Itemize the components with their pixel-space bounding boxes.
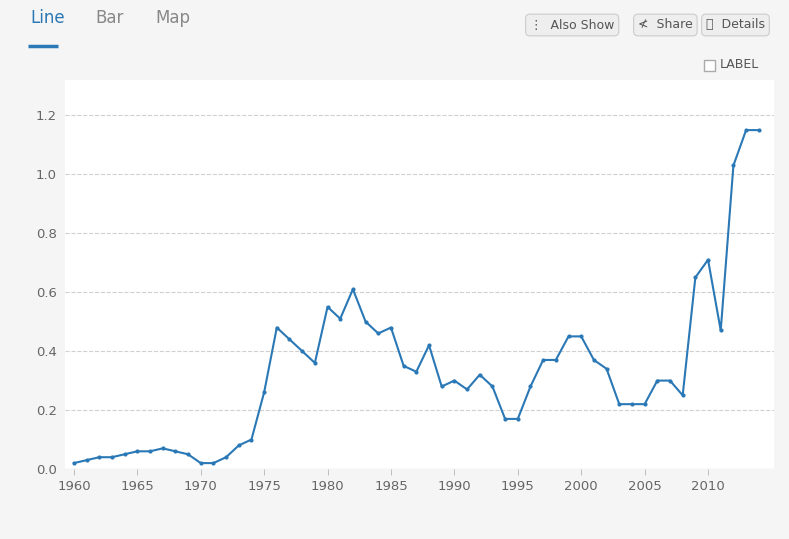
Text: LABEL: LABEL <box>720 59 759 72</box>
FancyBboxPatch shape <box>704 60 715 71</box>
Text: ⓘ  Details: ⓘ Details <box>706 18 765 31</box>
Text: Bar: Bar <box>95 9 123 27</box>
Text: Line: Line <box>30 9 65 27</box>
Text: Map: Map <box>155 9 190 27</box>
Text: ≮  Share: ≮ Share <box>638 18 693 31</box>
Text: ⋮  Also Show: ⋮ Also Show <box>530 18 615 31</box>
